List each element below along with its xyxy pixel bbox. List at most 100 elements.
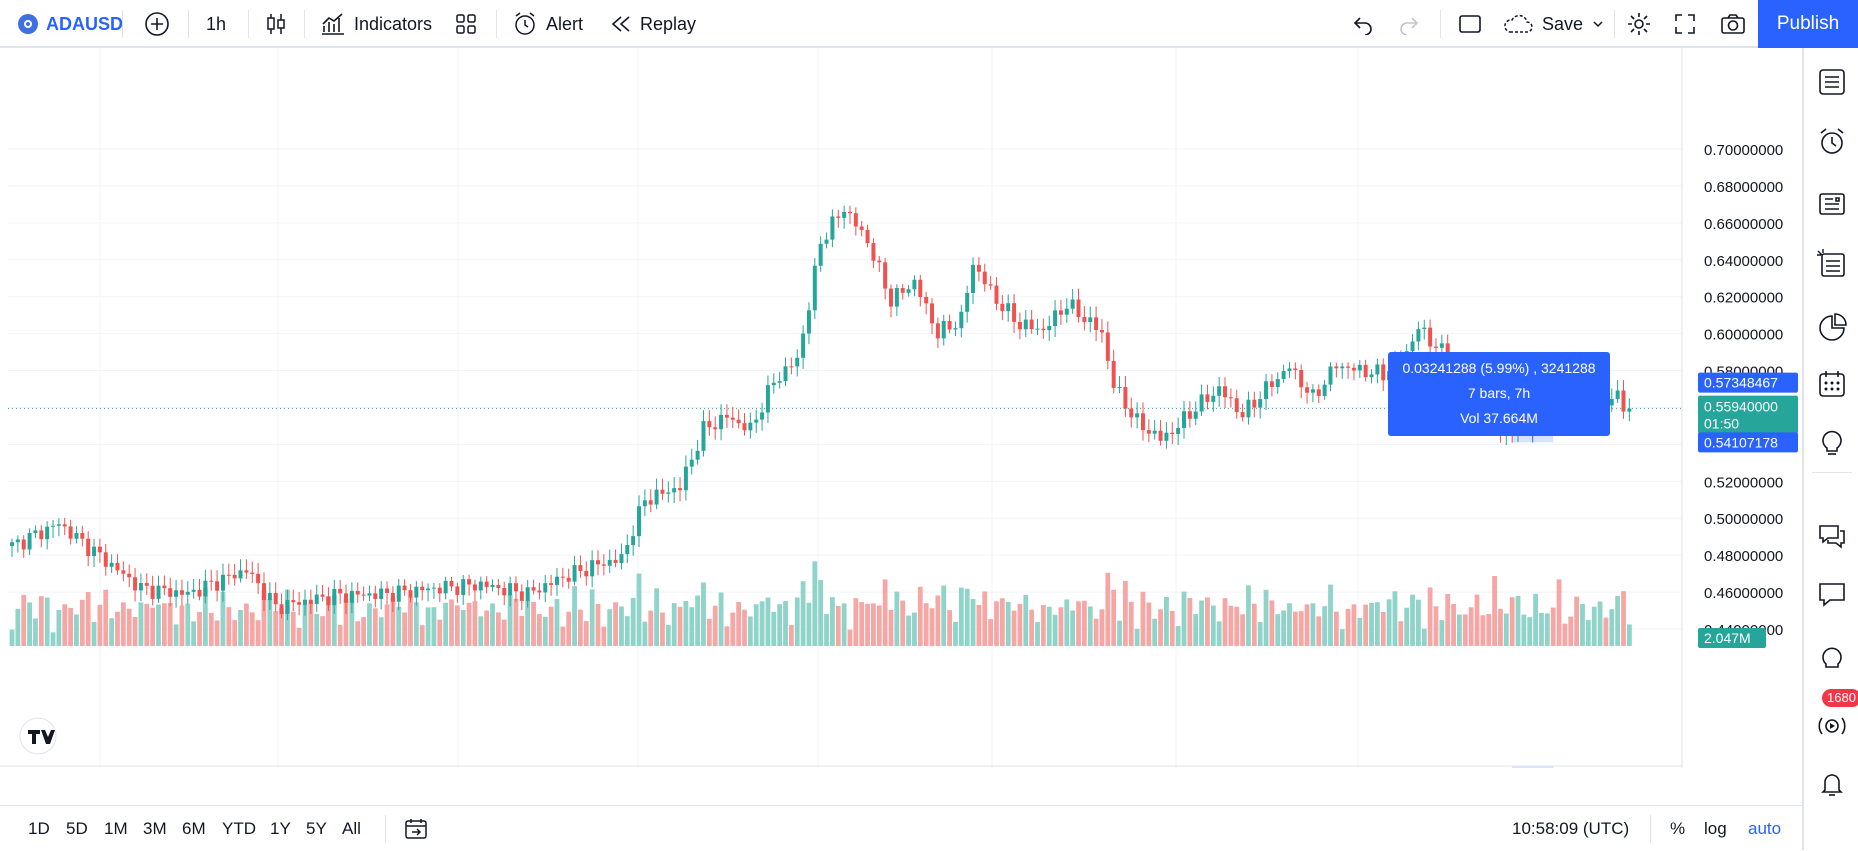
candle-body bbox=[707, 421, 712, 428]
volume-bar bbox=[812, 561, 818, 646]
volume-bar bbox=[648, 610, 654, 646]
percent-scale-toggle[interactable]: % bbox=[1670, 806, 1685, 851]
ideas-stream-icon[interactable] bbox=[1816, 640, 1848, 672]
volume-bar bbox=[619, 606, 624, 646]
volume-bar bbox=[202, 587, 208, 646]
chart-type-button[interactable] bbox=[264, 0, 288, 48]
candle-body bbox=[467, 579, 472, 585]
candle-body bbox=[1328, 366, 1333, 385]
volume-bar bbox=[74, 614, 79, 646]
chart-area[interactable]: 0.70000000 0.68000000 0.66000000 0.64000000… bbox=[0, 48, 1802, 798]
compare-button[interactable] bbox=[144, 0, 170, 48]
news-icon[interactable] bbox=[1816, 188, 1848, 220]
volume-bar bbox=[50, 632, 56, 646]
volume-bar bbox=[478, 616, 484, 646]
candle-body bbox=[1334, 366, 1339, 369]
volume-bar bbox=[197, 611, 202, 646]
watchlist-icon[interactable] bbox=[1816, 66, 1848, 98]
volume-bar bbox=[583, 621, 589, 646]
volume-bar bbox=[788, 625, 794, 646]
volume-bar bbox=[1257, 621, 1263, 646]
alerts-icon[interactable] bbox=[1816, 126, 1848, 158]
range-3m[interactable]: 3M bbox=[143, 806, 167, 851]
divider bbox=[1440, 10, 1441, 38]
screenshot-button[interactable] bbox=[1720, 0, 1746, 48]
interval-button[interactable]: 1h bbox=[206, 0, 226, 48]
volume-bar bbox=[1263, 589, 1269, 646]
save-button[interactable]: Save bbox=[1502, 0, 1605, 48]
volume-bar bbox=[572, 586, 577, 646]
chats-icon[interactable] bbox=[1816, 520, 1848, 552]
volume-bar bbox=[929, 608, 935, 646]
candle-body bbox=[326, 596, 331, 606]
range-label: All bbox=[342, 818, 361, 838]
go-to-date-button[interactable] bbox=[404, 806, 428, 851]
volume-bar bbox=[156, 604, 161, 646]
volume-bar bbox=[1562, 623, 1568, 646]
volume-bar bbox=[1275, 614, 1281, 646]
volume-bar bbox=[624, 616, 630, 646]
gear-icon bbox=[1628, 13, 1650, 35]
candle-body bbox=[730, 417, 735, 420]
range-all[interactable]: All bbox=[342, 806, 361, 851]
redo-icon bbox=[1400, 17, 1419, 35]
candle-body bbox=[209, 580, 214, 582]
volume-bar bbox=[1134, 628, 1140, 646]
candle-body bbox=[830, 216, 835, 240]
candle-body bbox=[976, 264, 981, 272]
candle-body bbox=[1340, 366, 1345, 369]
clock-timezone[interactable]: 10:58:09 (UTC) bbox=[1512, 806, 1629, 851]
volume-bar bbox=[1597, 601, 1603, 646]
divider bbox=[1650, 815, 1651, 843]
chat-icon[interactable] bbox=[1816, 578, 1848, 610]
volume-bar bbox=[1503, 613, 1509, 646]
bell-icon[interactable] bbox=[1816, 768, 1848, 800]
auto-scale-toggle[interactable]: auto bbox=[1748, 806, 1781, 851]
alert-button[interactable]: Alert bbox=[512, 0, 583, 48]
pie-chart-icon[interactable] bbox=[1816, 312, 1848, 344]
streams-icon[interactable] bbox=[1816, 710, 1848, 742]
volume-bar bbox=[1498, 608, 1503, 646]
candle-body bbox=[584, 570, 589, 577]
volume-bar bbox=[1205, 597, 1210, 646]
replay-button[interactable]: Replay bbox=[610, 0, 696, 48]
log-scale-toggle[interactable]: log bbox=[1704, 806, 1727, 851]
calendar-icon[interactable] bbox=[1816, 368, 1848, 400]
cloud-icon bbox=[1504, 14, 1533, 33]
volume-bar bbox=[109, 618, 115, 646]
lightbulb-icon[interactable] bbox=[1816, 426, 1848, 458]
candle-body bbox=[1322, 384, 1327, 396]
candle-body bbox=[889, 288, 893, 307]
range-1y[interactable]: 1Y bbox=[270, 806, 291, 851]
volume-bar bbox=[1246, 585, 1251, 646]
volume-bar bbox=[654, 588, 659, 646]
range-label: 6M bbox=[182, 818, 206, 838]
publish-button[interactable]: Publish bbox=[1758, 0, 1858, 48]
settings-button[interactable] bbox=[1626, 0, 1652, 48]
volume-bar bbox=[490, 603, 495, 646]
candle-body bbox=[660, 489, 665, 494]
redo-button[interactable] bbox=[1398, 0, 1420, 48]
fullscreen-toggle-button[interactable] bbox=[1458, 0, 1482, 48]
range-1d[interactable]: 1D bbox=[28, 806, 50, 851]
volume-bar bbox=[279, 607, 284, 646]
undo-button[interactable] bbox=[1352, 0, 1374, 48]
volume-bar bbox=[413, 602, 419, 646]
range-ytd[interactable]: YTD bbox=[222, 806, 256, 851]
fullscreen-button[interactable] bbox=[1674, 0, 1696, 48]
range-6m[interactable]: 6M bbox=[182, 806, 206, 851]
volume-bar bbox=[771, 611, 777, 646]
data-window-icon[interactable] bbox=[1816, 248, 1848, 280]
candle-body bbox=[648, 500, 653, 505]
candle-body bbox=[1228, 397, 1233, 399]
volume-bar bbox=[320, 616, 325, 646]
indicators-button[interactable]: Indicators bbox=[320, 0, 432, 48]
symbol-search[interactable]: ADAUSD bbox=[18, 0, 123, 48]
range-5y[interactable]: 5Y bbox=[306, 806, 327, 851]
layouts-button[interactable] bbox=[454, 0, 478, 48]
volume-bar bbox=[970, 598, 976, 646]
range-5d[interactable]: 5D bbox=[66, 806, 88, 851]
grid-icon bbox=[456, 14, 476, 34]
range-1m[interactable]: 1M bbox=[104, 806, 128, 851]
candlestick-chart[interactable]: 0.70000000 0.68000000 0.66000000 0.64000000… bbox=[0, 48, 1802, 798]
